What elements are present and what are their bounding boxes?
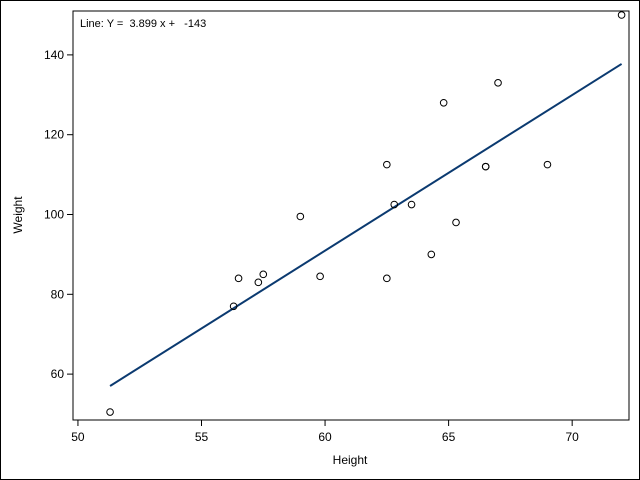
data-point (106, 408, 114, 416)
regression-line (109, 63, 623, 387)
data-points (106, 11, 626, 416)
x-tick-label: 60 (318, 430, 332, 444)
y-tick-label: 100 (44, 208, 64, 222)
data-point (439, 98, 448, 107)
y-axis: 60 80 100 120 140 (44, 48, 73, 381)
x-tick-label: 70 (565, 430, 579, 444)
data-point (316, 272, 324, 281)
data-point (229, 302, 238, 311)
data-point (494, 79, 502, 87)
data-point (296, 212, 305, 221)
data-point (259, 270, 268, 279)
data-point (234, 274, 243, 283)
x-tick-label: 55 (195, 430, 209, 444)
y-tick-label: 140 (44, 48, 64, 62)
y-tick-label: 120 (44, 128, 64, 142)
data-point (407, 200, 416, 209)
data-point (452, 218, 460, 227)
x-tick-label: 65 (442, 430, 456, 444)
data-point (383, 160, 391, 169)
data-point (254, 278, 263, 287)
data-point (383, 274, 391, 283)
regression-equation: Line: Y = 3.899 x + -143 (80, 18, 206, 30)
plot-area (72, 10, 630, 421)
y-axis-label: Weight (11, 196, 25, 234)
data-point (481, 162, 490, 171)
data-point (390, 200, 399, 209)
y-tick-label: 80 (51, 287, 65, 301)
data-point (617, 11, 626, 19)
data-point (427, 250, 436, 259)
x-tick-label: 50 (71, 430, 85, 444)
data-point (543, 160, 552, 169)
x-axis-label: Height (333, 453, 368, 467)
y-tick-label: 60 (51, 367, 65, 381)
x-axis: 50 55 60 65 70 (71, 420, 579, 444)
